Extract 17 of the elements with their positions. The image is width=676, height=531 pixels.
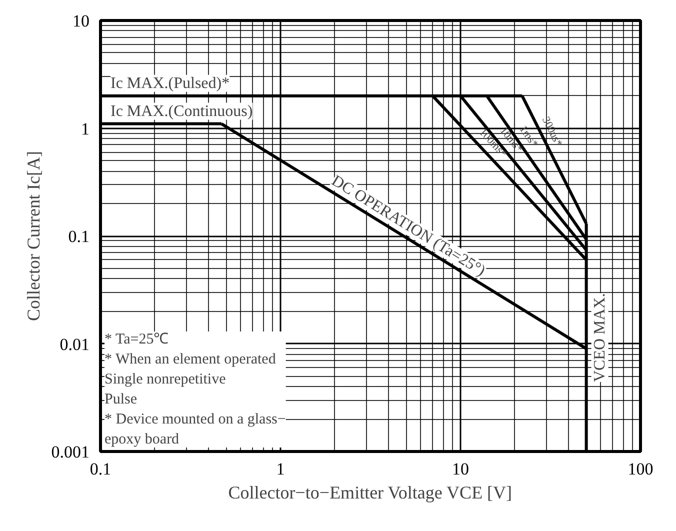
y-tick-label: 1: [81, 119, 90, 138]
y-axis-title: Collector Current Ic[A]: [23, 151, 44, 321]
x-tick-label: 10: [452, 460, 469, 478]
x-tick-label: 0.1: [90, 460, 112, 478]
y-tick-label: 0.01: [60, 334, 90, 354]
y-tick-label: 10: [72, 12, 90, 30]
annotation: * Device mounted on a glass− epoxy board: [104, 412, 286, 448]
x-axis-title: Collector−to−Emitter Voltage VCE [V]: [228, 482, 512, 502]
annotation: * When an element operated Single nonrepetitive Pulse: [104, 352, 276, 408]
annotation: * Ta=25℃: [104, 332, 169, 348]
y-tick-label: 0.001: [51, 442, 90, 462]
x-tick-label: 100: [628, 460, 654, 478]
text: VCEO MAX.: [591, 293, 608, 382]
x-tick-label: 1: [276, 460, 285, 478]
series-label: Ic MAX.(Continuous): [110, 102, 253, 120]
series-label: Ic MAX.(Pulsed)*: [110, 74, 230, 92]
y-tick-label: 0.1: [68, 227, 90, 246]
